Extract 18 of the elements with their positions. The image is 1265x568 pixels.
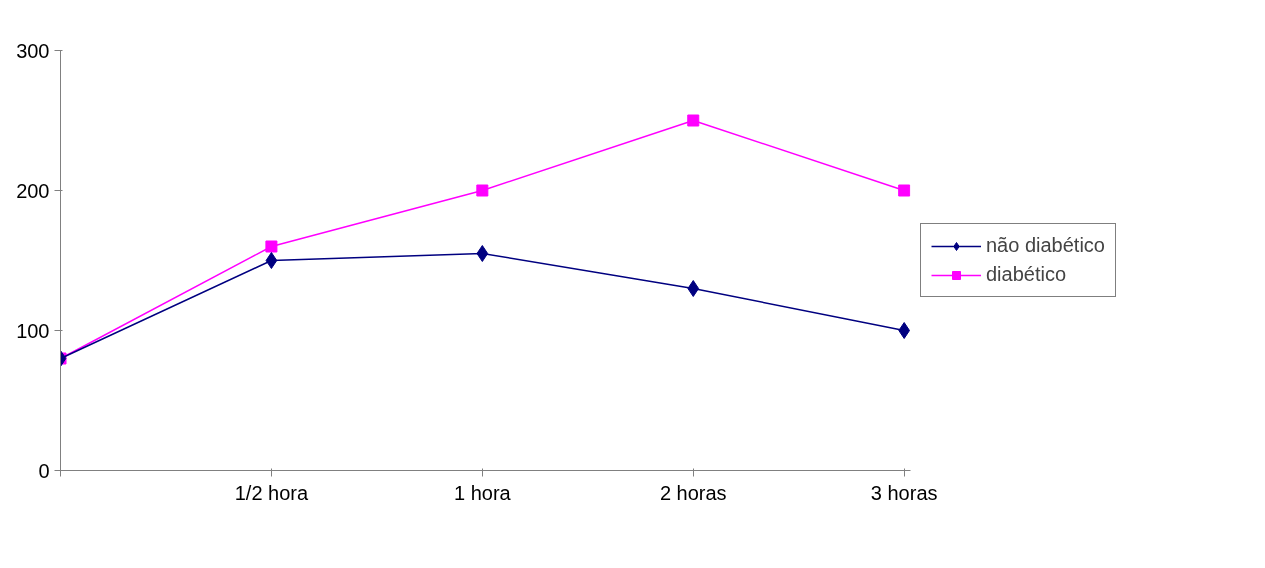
x-tick-label: 1 hora <box>453 481 512 504</box>
x-tick-label: 3 horas <box>870 481 938 504</box>
point <box>265 240 278 253</box>
y-tick-label: 0 <box>38 459 50 482</box>
y-tick-label: 300 <box>16 39 50 62</box>
legend-label: não diabético <box>986 234 1105 257</box>
point <box>687 280 700 297</box>
point <box>476 245 489 262</box>
x-tick-label: 2 horas <box>659 481 727 504</box>
legend-label: diabético <box>986 263 1067 286</box>
point <box>898 322 911 339</box>
point <box>265 252 278 269</box>
point <box>687 114 700 127</box>
y-tick-label: 200 <box>16 179 50 202</box>
x-tick-label: 1/2 hora <box>234 481 309 504</box>
point <box>898 184 911 197</box>
point <box>476 184 489 197</box>
y-tick-label: 100 <box>16 319 50 342</box>
